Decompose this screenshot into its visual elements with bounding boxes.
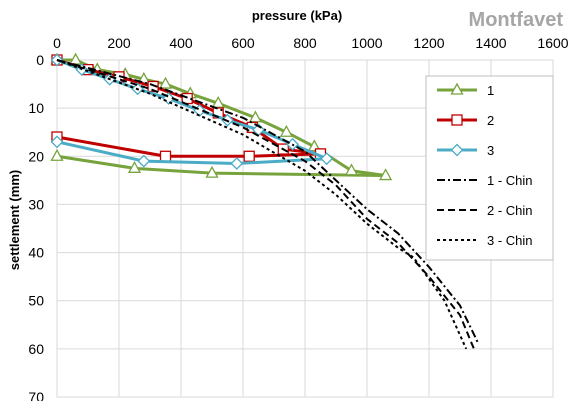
x-tick-label: 800 [293, 35, 317, 51]
data-point [137, 154, 151, 168]
legend-label: 2 [487, 113, 494, 128]
legend-box [425, 75, 554, 261]
x-tick-label: 1400 [475, 35, 506, 51]
legend-marker [451, 114, 463, 126]
y-axis-title: settlement (mm) [7, 170, 22, 270]
series-line [56, 58, 388, 178]
series-line [56, 59, 480, 345]
series-4 [56, 59, 480, 345]
x-tick-label: 1000 [351, 35, 382, 51]
data-point [158, 76, 173, 89]
legend-label: 1 [487, 83, 494, 98]
legend-item: 2 - Chin [437, 203, 533, 218]
legend-item: 2 [437, 113, 494, 128]
y-tick-label: 10 [28, 100, 44, 116]
x-tick-label: 400 [169, 35, 193, 51]
y-tick-label: 50 [28, 293, 44, 309]
data-point [147, 80, 159, 93]
legend-label: 1 - Chin [487, 173, 533, 188]
legend-item: 1 - Chin [437, 173, 533, 188]
data-point [307, 139, 321, 152]
y-tick-label: 40 [28, 245, 44, 261]
chart-title: Montfavet [469, 9, 564, 31]
data-point [344, 163, 359, 176]
data-point [159, 150, 172, 162]
legend-label: 2 - Chin [487, 203, 533, 218]
data-point [243, 150, 255, 162]
series-6 [56, 59, 468, 350]
data-point [379, 168, 393, 181]
y-tick-label: 60 [28, 341, 44, 357]
data-point [205, 165, 219, 178]
x-tick-label: 0 [53, 35, 61, 51]
x-tick-labels: 0 200 400 600 800 1000 1200 1400 1600 [53, 35, 569, 51]
y-tick-label: 0 [36, 52, 44, 68]
legend-label: 3 [487, 143, 494, 158]
y-tick-label: 30 [28, 196, 44, 212]
data-point [279, 124, 293, 137]
x-tick-label: 1200 [413, 35, 444, 51]
data-point [50, 135, 64, 149]
y-tick-label: 70 [28, 389, 44, 401]
y-tick-label: 20 [28, 148, 44, 164]
y-tick-labels: 0 10 20 30 40 50 60 70 [28, 52, 44, 401]
data-point [230, 157, 244, 170]
x-axis-title: pressure (kPa) [252, 8, 342, 23]
legend-item: 3 - Chin [437, 233, 533, 248]
legend-marker [450, 82, 464, 95]
x-tick-label: 600 [231, 35, 255, 51]
series-layer [50, 52, 480, 350]
legend: 1 2 3 1 - Chin 2 - Chin 3 - Chin [425, 75, 554, 261]
x-tick-label: 1600 [537, 35, 568, 51]
legend-item: 1 [437, 82, 494, 98]
series-line [56, 59, 475, 350]
data-point [127, 160, 142, 173]
series-5 [56, 59, 475, 350]
legend-marker [450, 143, 464, 157]
data-point [320, 152, 334, 166]
data-point [50, 148, 64, 161]
legend-item: 3 [437, 143, 494, 158]
series-line [56, 59, 468, 350]
x-tick-label: 200 [107, 35, 131, 51]
legend-label: 3 - Chin [487, 233, 533, 248]
